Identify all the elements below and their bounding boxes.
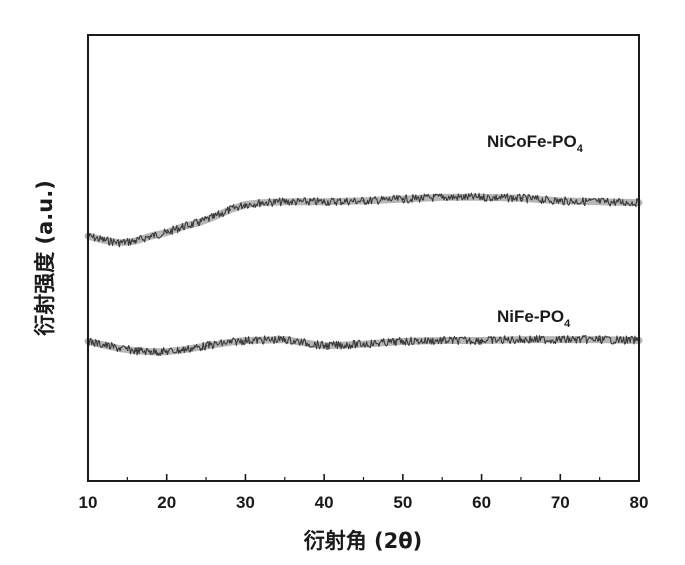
- series-label-nife-po4-name: NiFe-PO: [497, 307, 564, 326]
- data-point: [229, 209, 231, 211]
- data-point: [402, 340, 404, 342]
- series-nife-po4: [87, 336, 640, 356]
- data-point: [559, 200, 561, 202]
- data-point: [213, 216, 215, 218]
- data-point: [103, 344, 105, 346]
- series-label-nife-po4: NiFe-PO4: [497, 307, 571, 330]
- data-point: [244, 339, 246, 341]
- data-point: [520, 338, 522, 340]
- data-point: [166, 351, 168, 353]
- data-point: [441, 196, 443, 198]
- series-label-nife-po4-subscript: 4: [564, 318, 571, 330]
- data-point: [559, 338, 561, 340]
- series-label-nicofe-po4: NiCoFe-PO4: [487, 132, 584, 155]
- data-point: [166, 231, 168, 233]
- data-point: [284, 201, 286, 203]
- data-point: [598, 338, 600, 340]
- data-point: [181, 349, 183, 351]
- data-point: [134, 350, 136, 352]
- data-point: [323, 201, 325, 203]
- x-axis-ticks: [88, 474, 639, 481]
- x-axis-title: 衍射角 (2θ): [304, 529, 423, 553]
- series-band: [88, 197, 639, 243]
- data-point: [480, 339, 482, 341]
- series-label-nicofe-po4-subscript: 4: [577, 143, 584, 155]
- x-tick-label: 60: [472, 493, 491, 512]
- plot-frame: [88, 35, 639, 481]
- data-point: [229, 341, 231, 343]
- series-label-nicofe-po4-name: NiCoFe-PO: [487, 132, 577, 151]
- x-tick-label: 20: [157, 493, 176, 512]
- data-point: [323, 345, 325, 347]
- data-point: [284, 338, 286, 340]
- series-nicofe-po4: [87, 193, 640, 247]
- y-axis-title: 衍射强度 (a.u.): [33, 180, 57, 336]
- data-point: [244, 203, 246, 205]
- x-axis-tick-labels: 10 20 30 40 50 60 70 80: [79, 493, 649, 512]
- data-point: [362, 200, 364, 202]
- x-tick-label: 30: [236, 493, 255, 512]
- data-point: [520, 197, 522, 199]
- data-point: [598, 201, 600, 203]
- x-tick-label: 80: [630, 493, 649, 512]
- data-point: [103, 239, 105, 241]
- data-point: [205, 345, 207, 347]
- data-point: [181, 226, 183, 228]
- data-point: [362, 343, 364, 345]
- data-point: [260, 202, 262, 204]
- x-tick-label: 40: [315, 493, 334, 512]
- data-point: [402, 198, 404, 200]
- x-tick-label: 70: [551, 493, 570, 512]
- data-point: [118, 347, 120, 349]
- data-point: [150, 351, 152, 353]
- data-point: [197, 222, 199, 224]
- plot-content: [87, 193, 640, 356]
- data-point: [150, 235, 152, 237]
- x-tick-label: 50: [393, 493, 412, 512]
- data-point: [480, 196, 482, 198]
- data-point: [441, 339, 443, 341]
- data-point: [134, 240, 136, 242]
- x-tick-label: 10: [79, 493, 98, 512]
- data-point: [118, 242, 120, 244]
